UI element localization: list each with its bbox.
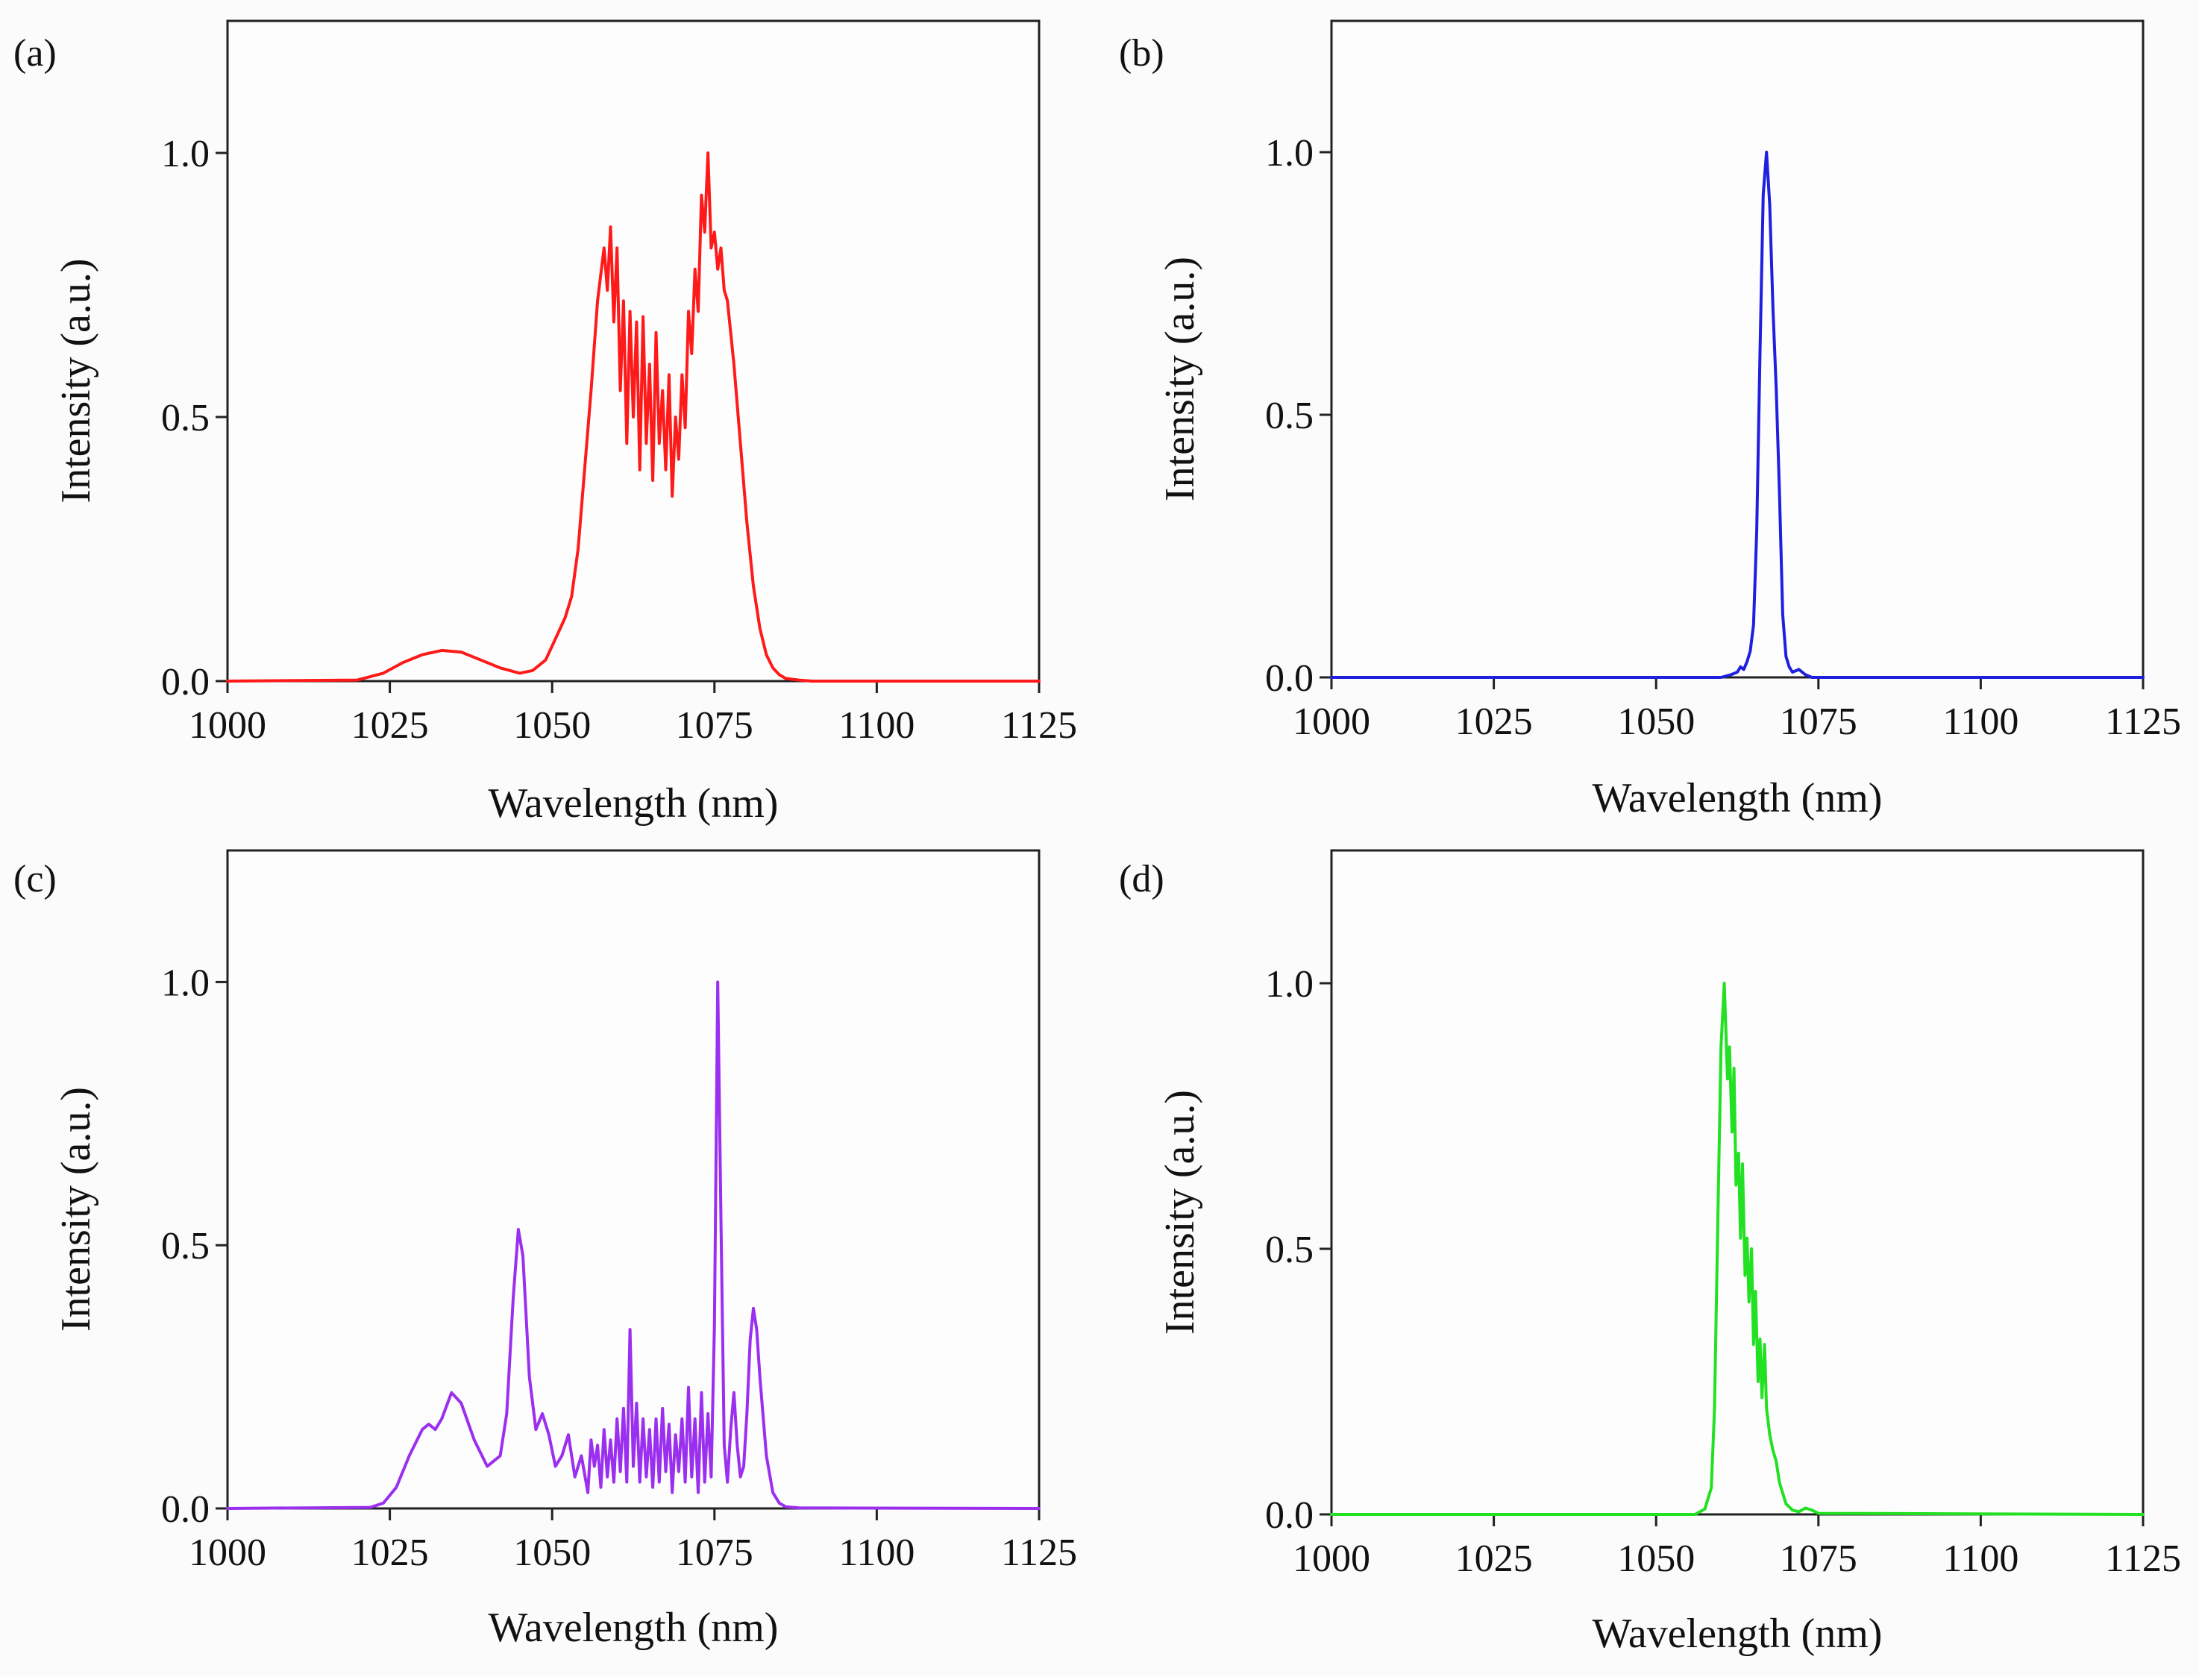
plot-frame	[1330, 19, 2145, 679]
y-axis-title: Intensity (a.u.)	[53, 1087, 99, 1332]
y-tick-label: 1.0	[161, 133, 210, 175]
x-axis-title: Wavelength (nm)	[1593, 1611, 1883, 1657]
x-axis-title: Wavelength (nm)	[489, 780, 779, 827]
x-tick-label: 1025	[1455, 700, 1533, 743]
chart-panel-3: (c) 1000 1025 1050 1075 1100 1125 0.0 0.5 1.0 Wave…	[13, 849, 1077, 1651]
panel-label: (d)	[1119, 858, 1164, 900]
y-tick-label: 0.0	[161, 1488, 210, 1531]
x-tick-label: 1000	[1293, 1538, 1370, 1580]
x-tick-label: 1050	[1617, 700, 1695, 743]
y-axis-title: Intensity (a.u.)	[1157, 1090, 1203, 1335]
y-tick-label: 1.0	[161, 962, 210, 1004]
y-tick-label: 0.0	[161, 661, 210, 703]
x-axis-title: Wavelength (nm)	[1593, 775, 1883, 821]
x-tick-label: 1000	[189, 1532, 266, 1574]
plot-frame	[226, 19, 1041, 683]
x-tick-label: 1075	[1780, 700, 1857, 743]
x-tick-label: 1075	[1780, 1538, 1857, 1580]
y-tick-label: 0.5	[161, 1225, 210, 1267]
x-tick-label: 1125	[2105, 1538, 2181, 1580]
x-tick-label: 1125	[1001, 704, 1077, 747]
y-tick-label: 1.0	[1265, 132, 1314, 175]
chart-panel-4: (d) 1000 1025 1050 1075 1100 1125 0.0 0.5 1.0 Wave…	[1119, 849, 2181, 1657]
panel-label: (b)	[1119, 32, 1164, 75]
x-tick-label: 1125	[2105, 700, 2181, 743]
y-tick-label: 0.5	[1265, 1229, 1314, 1271]
x-axis-title: Wavelength (nm)	[489, 1605, 779, 1651]
x-tick-label: 1025	[351, 704, 429, 747]
x-tick-label: 1050	[1617, 1538, 1695, 1580]
y-tick-label: 0.5	[161, 397, 210, 439]
chart-panel-2: (b) 1000 1025 1050 1075 1100 1125 0.0 0.5 1.0 Wave…	[1119, 19, 2181, 821]
x-tick-label: 1100	[838, 704, 915, 747]
series-line	[226, 980, 1041, 1510]
x-tick-label: 1075	[676, 1532, 753, 1574]
y-tick-label: 0.0	[1265, 657, 1314, 700]
x-tick-label: 1125	[1001, 1532, 1077, 1574]
x-tick-label: 1100	[838, 1532, 915, 1574]
chart-panel-1: (a) 1000 1025 1050 1075 1100 1125 0.0 0.5 1.0 Wave…	[13, 19, 1077, 827]
y-tick-label: 1.0	[1265, 963, 1314, 1006]
y-tick-label: 0.5	[1265, 395, 1314, 437]
x-tick-label: 1100	[1942, 1538, 2018, 1580]
x-tick-label: 1000	[1293, 700, 1370, 743]
x-tick-label: 1050	[513, 1532, 591, 1574]
x-tick-label: 1075	[676, 704, 753, 747]
y-axis-title: Intensity (a.u.)	[53, 258, 99, 503]
plot-frame	[226, 849, 1041, 1510]
x-tick-label: 1025	[1455, 1538, 1533, 1580]
panel-label: (a)	[13, 32, 57, 75]
x-tick-label: 1050	[513, 704, 591, 747]
series-line	[1330, 151, 2145, 679]
x-tick-label: 1100	[1942, 700, 2018, 743]
series-line	[226, 151, 1041, 683]
series-line	[1330, 982, 2145, 1516]
y-tick-label: 0.0	[1265, 1494, 1314, 1537]
panel-label: (c)	[13, 858, 57, 900]
y-axis-title: Intensity (a.u.)	[1157, 257, 1203, 501]
x-tick-label: 1000	[189, 704, 266, 747]
x-tick-label: 1025	[351, 1532, 429, 1574]
